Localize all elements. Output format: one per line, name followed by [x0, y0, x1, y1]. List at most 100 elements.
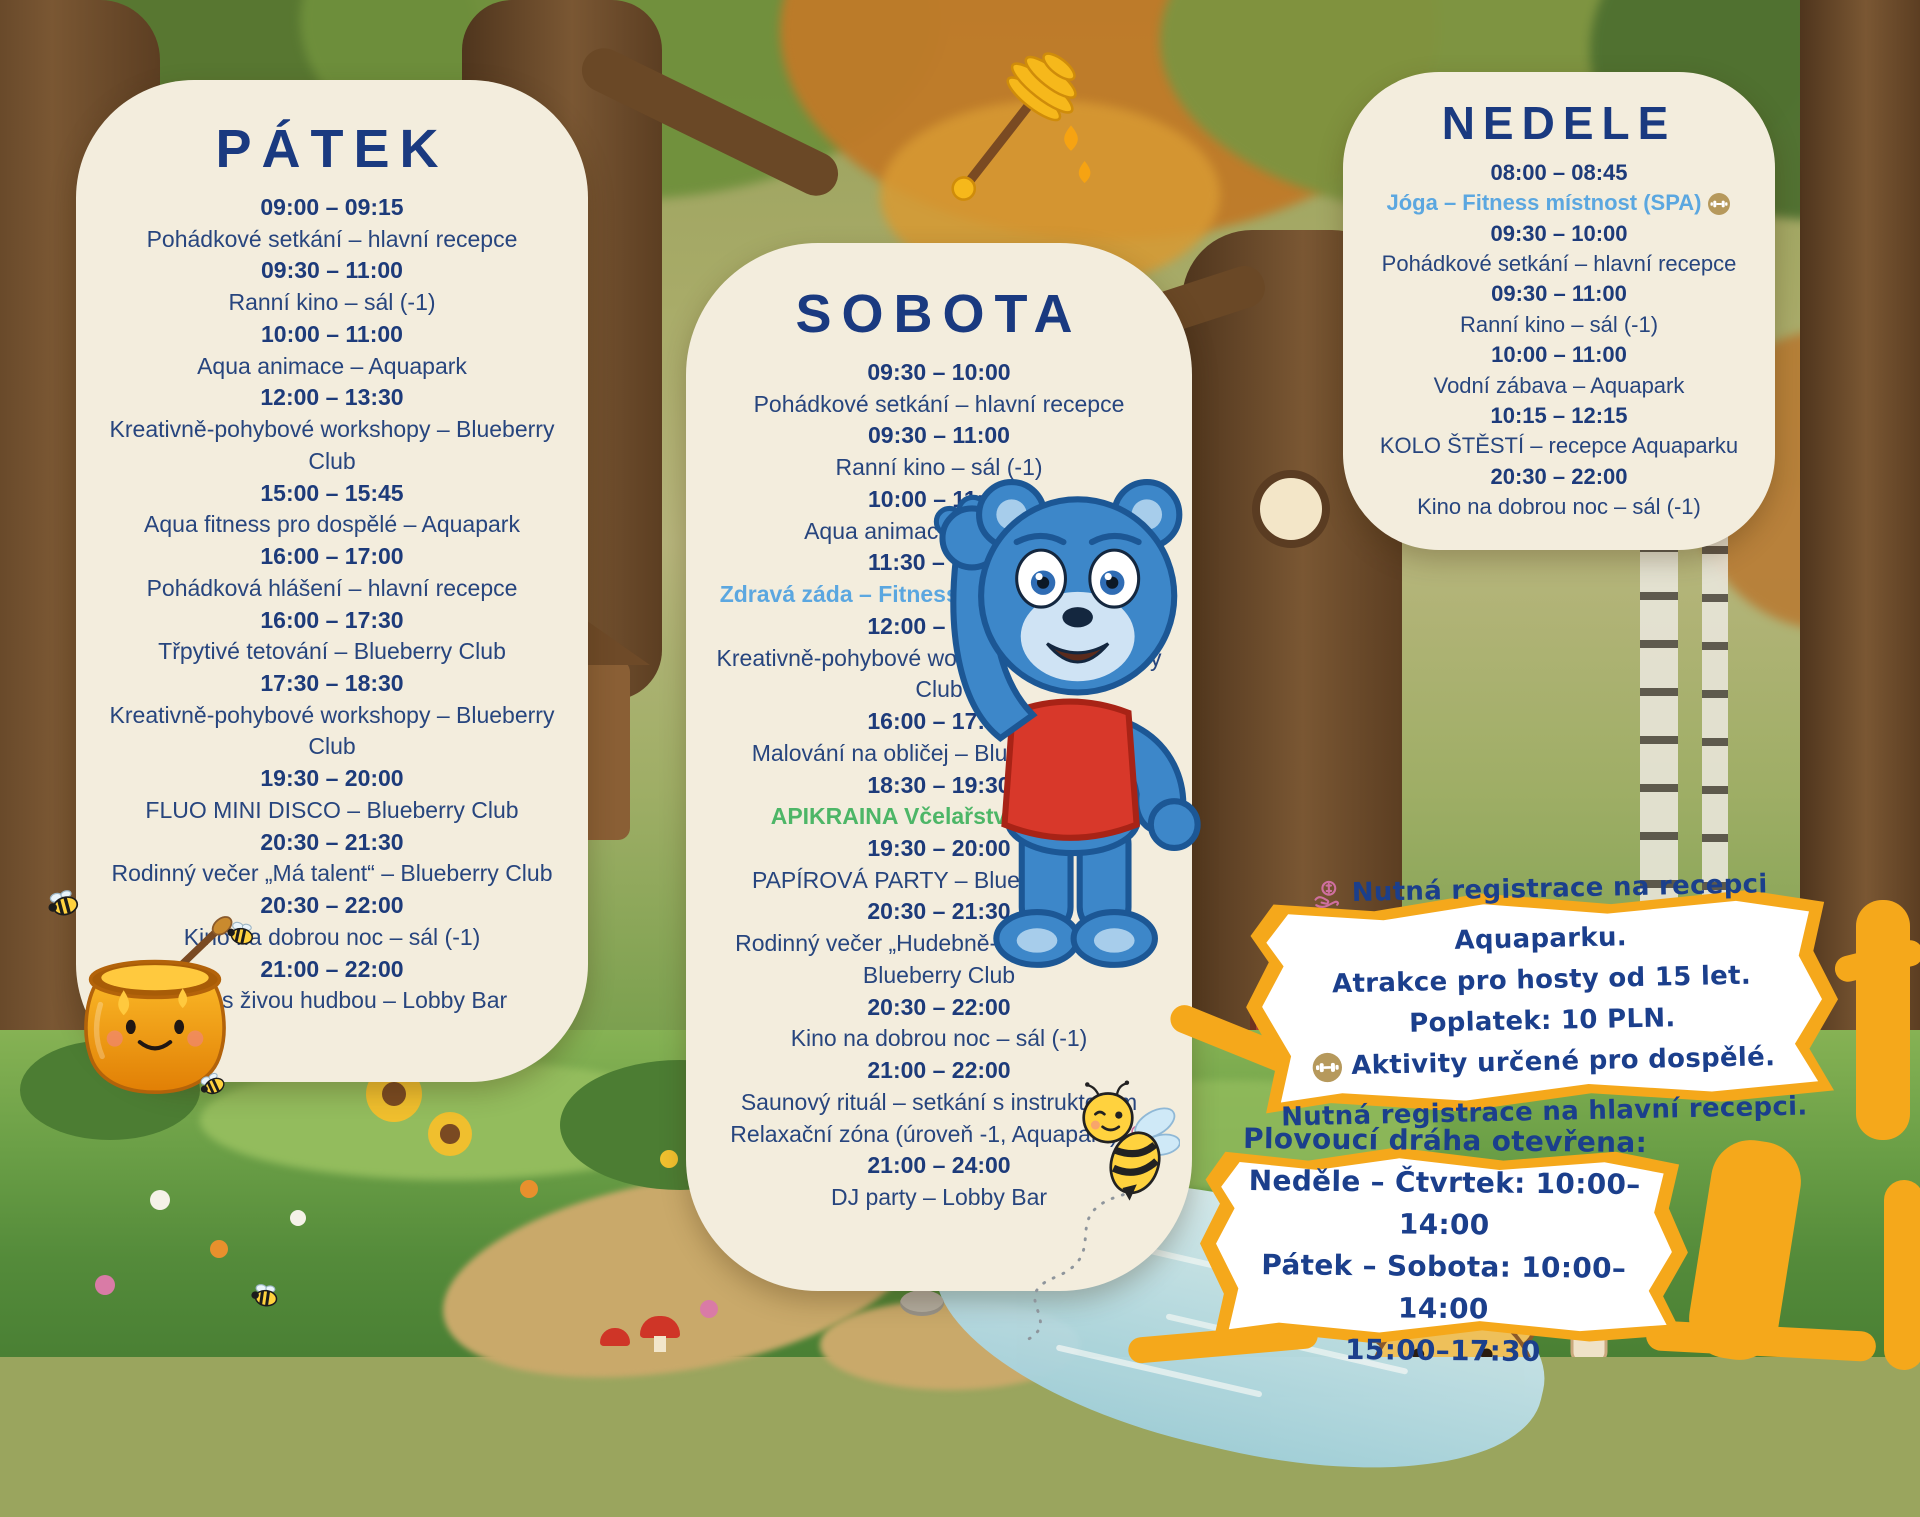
schedule-event: 20:30 – 22:00 Kino na dobrou noc – sál (… — [1363, 462, 1755, 523]
schedule-event: 21:00 – 24:00 DJ party – Lobby Bar — [710, 1150, 1168, 1213]
schedule-event: 09:30 – 10:00 Pohádkové setkání – hlavní… — [1363, 219, 1755, 280]
flower — [95, 1275, 115, 1295]
day-title-friday: PÁTEK — [215, 119, 449, 179]
event-label: Aqua fitness pro dospělé – Aquapark — [144, 511, 520, 538]
treehouse-window — [1252, 470, 1330, 548]
event-label: Pohádkové setkání – hlavní recepce — [753, 390, 1125, 417]
event-time: 10:00 – 11:00 — [261, 320, 403, 347]
note-line: Nutná registrace na recepci Aquaparku. — [1269, 863, 1811, 965]
flower — [150, 1190, 170, 1210]
event-time: 10:00 – 11:00 — [1491, 342, 1627, 368]
event-time: 16:00 – 17:00 — [260, 543, 404, 570]
event-label: Kino na dobrou noc – sál (-1) — [1417, 493, 1701, 519]
event-time: 15:00 – 15:45 — [260, 479, 404, 506]
event-label: Pohádková hlášení – hlavní recepce — [146, 574, 518, 601]
schedule-event: 20:30 – 21:30 Rodinný večer „Hudebně-fil… — [710, 896, 1168, 991]
event-label: Pohádkové setkání – hlavní recepce — [1381, 251, 1737, 277]
pool-hours-line: Pátek – Sobota: 10:00–14:00 — [1261, 1248, 1627, 1326]
event-time: 20:30 – 22:00 — [1490, 463, 1628, 489]
event-label: Ranní kino – sál (-1) — [1459, 311, 1659, 337]
day-title-sunday: NEDELE — [1441, 97, 1677, 149]
event-label: Kreativně-pohybové workshopy – Blueberry… — [109, 701, 555, 760]
event-time: 20:30 – 22:00 — [260, 892, 404, 919]
flower — [520, 1180, 538, 1198]
event-label: FLUO MINI DISCO – Blueberry Club — [145, 796, 519, 823]
event-label: Pohádkové setkání – hlavní recepce — [146, 225, 518, 252]
floating-lane-hours-box: Plovoucí dráha otevřena: Neděle – Čtvrtek… — [1199, 1122, 1689, 1368]
event-label: Kino na dobrou noc – sál (-1) — [790, 1025, 1088, 1052]
mushroom-small-stem — [654, 1336, 666, 1352]
schedule-event: 09:30 – 11:00 Ranní kino – sál (-1) — [710, 420, 1168, 483]
note-line: Atrakce pro hosty od 15 let. Poplatek: 1… — [1331, 960, 1752, 1039]
event-time: 20:30 – 22:00 — [867, 993, 1011, 1020]
schedule-event: 08:00 – 08:45 Jóga – Fitness místnost (S… — [1363, 158, 1755, 219]
note-line: Aktivity určené pro dospělé. — [1273, 1036, 1814, 1097]
pool-hours-line: Neděle – Čtvrtek: 10:00–14:00 — [1248, 1163, 1641, 1242]
honey-drip — [1856, 900, 1910, 1140]
schedule-event: 21:00 – 22:00 Saunový rituál – setkání s… — [710, 1055, 1168, 1150]
schedule-event: 10:00 – 11:00 Vodní zábava – Aquapark — [1363, 340, 1755, 401]
registration-notes-box: Nutná registrace na recepci Aquaparku. At… — [1244, 869, 1841, 1133]
stone — [900, 1290, 944, 1316]
sunflower — [428, 1112, 472, 1156]
honey-dipper — [935, 35, 1105, 231]
day-panel-sunday: NEDELE 08:00 – 08:45 Jóga – Fitness míst… — [1343, 72, 1775, 550]
schedule-event: 10:00 – 11:00 Aqua animace – Aquapark — [100, 319, 564, 382]
schedule-event: 10:15 – 12:15 KOLO ŠTĚSTÍ – recepce Aqua… — [1363, 401, 1755, 462]
events-list-sunday: 08:00 – 08:45 Jóga – Fitness místnost (S… — [1363, 158, 1755, 522]
event-label: DJ party – Lobby Bar — [830, 1184, 1048, 1211]
event-time: 19:30 – 20:00 — [867, 835, 1011, 862]
bee-small — [194, 1067, 230, 1101]
schedule-event: 09:00 – 09:15 Pohádkové setkání – hlavní… — [100, 192, 564, 255]
honey-pot-mascot — [70, 915, 240, 1103]
event-label: Jóga – Fitness místnost (SPA) — [1363, 188, 1755, 218]
event-time: 19:30 – 20:00 — [260, 765, 404, 792]
event-label: Vodní zábava – Aquapark — [1433, 372, 1685, 398]
pool-hours-line: Plovoucí dráha otevřena: — [1242, 1121, 1648, 1160]
event-time: 09:30 – 11:00 — [868, 422, 1010, 449]
schedule-event: 20:30 – 22:00 Kino na dobrou noc – sál (… — [710, 992, 1168, 1055]
event-label: Kreativně-pohybové workshopy – Blueberry… — [109, 416, 555, 474]
day-title-saturday: SOBOTA — [795, 284, 1083, 344]
event-label: Saunový rituál – setkání s instruktorem — [740, 1088, 1138, 1115]
flower — [210, 1240, 228, 1258]
dumbbell-icon — [1707, 192, 1731, 216]
notes-lines: Nutná registrace na recepci Aquaparku. At… — [1270, 869, 1814, 1133]
schedule-event: 20:30 – 21:30 Rodinný večer „Má talent“ … — [100, 827, 564, 890]
event-label-2: Relaxační zóna (úroveň -1, Aquapark) — [710, 1119, 1168, 1151]
blue-bear-mascot — [915, 418, 1220, 972]
schedule-event: 09:30 – 11:00 Ranní kino – sál (-1) — [1363, 279, 1755, 340]
dumbbell-icon — [1311, 1051, 1344, 1097]
bee-small — [43, 884, 84, 922]
event-time: 16:00 – 17:30 — [260, 606, 404, 633]
mushroom-small — [640, 1316, 680, 1338]
event-time: 12:00 – 13:30 — [260, 384, 404, 411]
schedule-event: 09:30 – 10:00 Pohádkové setkání – hlavní… — [710, 357, 1168, 420]
schedule-event: 16:00 – 17:00 Pohádková hlášení – hlavní… — [100, 541, 564, 604]
pool-hours-line: 15:00–17:30 — [1344, 1332, 1541, 1369]
event-label: Rodinný večer „Má talent“ – Blueberry Cl… — [111, 860, 553, 887]
bee-flight-trail — [995, 1185, 1135, 1350]
schedule-event: 19:30 – 20:00 FLUO MINI DISCO – Blueberr… — [100, 763, 564, 826]
flower — [700, 1300, 718, 1318]
flower — [660, 1150, 678, 1168]
bee-small — [248, 1280, 281, 1310]
event-label: Aqua animace – Aquapark — [197, 352, 467, 379]
event-time: 10:15 – 12:15 — [1490, 402, 1628, 428]
pool-hours-lines: Plovoucí dráha otevřena: Neděle – Čtvrtek… — [1225, 1122, 1663, 1368]
honey-drip — [1884, 1180, 1920, 1370]
event-time: 20:30 – 21:30 — [867, 898, 1011, 925]
bee-mascot — [1072, 1080, 1180, 1206]
bee-small — [224, 917, 259, 949]
event-label: Třpytivé tetování – Blueberry Club — [158, 638, 506, 665]
event-time: 17:30 – 18:30 — [260, 670, 404, 697]
flower — [290, 1210, 306, 1226]
schedule-event: 17:30 – 18:30 Kreativně-pohybové worksho… — [100, 668, 564, 763]
event-time: 09:30 – 11:00 — [261, 257, 403, 284]
event-time: 09:00 – 09:15 — [260, 194, 404, 220]
event-label: Ranní kino – sál (-1) — [835, 454, 1043, 481]
event-label: KOLO ŠTĚSTÍ – recepce Aquaparku — [1379, 433, 1739, 459]
event-time: 09:30 – 11:00 — [1491, 281, 1627, 307]
event-time: 21:00 – 22:00 — [867, 1057, 1011, 1084]
event-time: 09:30 – 10:00 — [867, 359, 1011, 385]
